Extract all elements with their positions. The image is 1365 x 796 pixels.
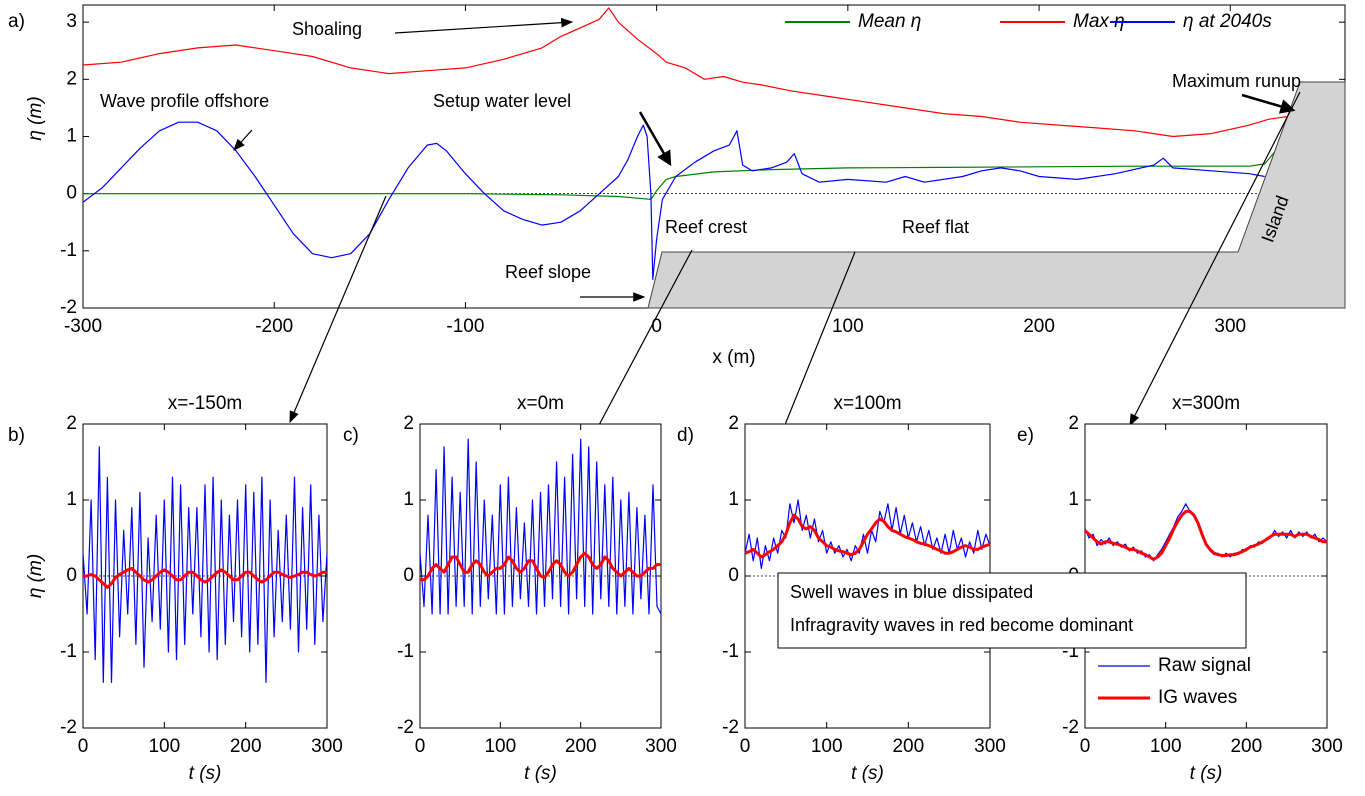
annotation: Reef flat: [902, 217, 969, 237]
y-tick-label: 1: [66, 126, 77, 147]
legend-box: [1089, 649, 1323, 715]
y-tick-label: -2: [60, 297, 77, 318]
annotation: Setup water level: [433, 91, 571, 111]
y-tick-label: 0: [66, 183, 77, 204]
legend-label: Max η: [1073, 11, 1125, 32]
x-tick-label: -100: [446, 316, 484, 337]
panel-label: e): [1017, 425, 1034, 446]
annotation: Reef crest: [665, 217, 747, 237]
y-axis-label: η (m): [25, 96, 46, 140]
series-line: [82, 7, 1304, 138]
series-line: [83, 113, 1300, 200]
annotation: Infragravity waves in red become dominan…: [790, 615, 1133, 635]
y-tick-label: 3: [66, 11, 77, 32]
x-tick-label: 200: [892, 736, 924, 757]
series-line: [83, 566, 327, 589]
x-tick-label: 0: [78, 736, 89, 757]
x-axis-label: t (s): [1190, 763, 1223, 784]
panel-label: b): [8, 425, 25, 446]
x-tick-label: 300: [1214, 316, 1246, 337]
y-tick-label: 2: [66, 413, 77, 434]
x-tick-label: 200: [1023, 316, 1055, 337]
y-tick-label: 1: [728, 489, 739, 510]
y-tick-label: -1: [60, 240, 77, 261]
annotation: Shoaling: [292, 19, 362, 39]
arrow: [589, 249, 693, 444]
text-box: [777, 572, 1247, 649]
x-tick-label: 0: [415, 736, 426, 757]
series-line: [1083, 509, 1327, 561]
y-tick-label: 2: [403, 413, 414, 434]
panel-title: x=100m: [833, 393, 901, 414]
x-tick-label: -200: [255, 316, 293, 337]
annotation: Reef slope: [505, 262, 591, 282]
x-tick-label: 300: [1311, 736, 1343, 757]
arrow: [777, 251, 856, 444]
y-tick-label: -1: [397, 641, 414, 662]
x-axis-label: t (s): [851, 763, 884, 784]
x-tick-label: 100: [811, 736, 843, 757]
series-line: [82, 446, 328, 683]
y-tick-label: -1: [60, 641, 77, 662]
panel-label: c): [343, 425, 359, 446]
panel-title: x=0m: [517, 393, 564, 414]
x-axis-label: x (m): [712, 347, 755, 368]
y-tick-label: 2: [728, 413, 739, 434]
annotation: Swell waves in blue dissipated: [790, 582, 1033, 602]
arrow: [394, 17, 574, 34]
y-tick-label: 1: [1068, 489, 1079, 510]
series-line: [420, 551, 661, 582]
legend-label: Mean η: [858, 11, 921, 32]
x-tick-label: 100: [1150, 736, 1182, 757]
y-tick-label: 0: [403, 565, 414, 586]
x-tick-label: 300: [974, 736, 1006, 757]
panel-title: x=-150m: [168, 393, 242, 414]
x-tick-label: 200: [565, 736, 597, 757]
y-tick-label: 1: [66, 489, 77, 510]
y-tick-label: -2: [397, 717, 414, 738]
x-tick-label: 300: [645, 736, 677, 757]
x-tick-label: 100: [148, 736, 180, 757]
panel-title: x=300m: [1172, 393, 1240, 414]
series-line: [744, 513, 991, 559]
y-tick-label: -2: [60, 717, 77, 738]
x-axis-label: t (s): [189, 763, 222, 784]
y-axis-label: η (m): [25, 554, 46, 598]
panel-label: a): [8, 11, 25, 32]
x-tick-label: 0: [651, 316, 662, 337]
x-tick-label: 0: [1080, 736, 1091, 757]
x-tick-label: 0: [740, 736, 751, 757]
y-tick-label: -1: [722, 641, 739, 662]
y-tick-label: 0: [728, 565, 739, 586]
x-tick-label: 200: [1230, 736, 1262, 757]
panel-label: d): [677, 425, 694, 446]
arrow: [289, 195, 387, 424]
arrow: [1129, 91, 1301, 427]
x-tick-label: 100: [832, 316, 864, 337]
arrow: [638, 111, 672, 167]
y-tick-label: 0: [66, 565, 77, 586]
y-tick-label: 1: [403, 489, 414, 510]
legend-label: IG waves: [1158, 687, 1237, 708]
y-tick-label: -2: [722, 717, 739, 738]
arrow: [1241, 93, 1296, 114]
annotation-layer: Mean η Max η η at 2040s Shoaling Wave profil…: [100, 11, 1301, 282]
legend-label: η at 2040s: [1183, 11, 1272, 32]
x-tick-label: 200: [230, 736, 262, 757]
arrow: [233, 129, 253, 151]
series-line: [419, 438, 662, 615]
y-tick-label: -2: [1062, 717, 1079, 738]
annotation: Maximum runup: [1172, 71, 1301, 91]
y-tick-label: 2: [1068, 413, 1079, 434]
series-line: [82, 121, 1265, 280]
x-tick-label: 100: [484, 736, 516, 757]
x-axis-label: t (s): [524, 763, 557, 784]
x-tick-label: 300: [311, 736, 343, 757]
reef-profile: [647, 81, 1346, 309]
legend-label: Raw signal: [1158, 655, 1251, 676]
annotation: Wave profile offshore: [100, 91, 269, 111]
x-tick-label: -300: [64, 316, 102, 337]
y-tick-label: 2: [66, 68, 77, 89]
